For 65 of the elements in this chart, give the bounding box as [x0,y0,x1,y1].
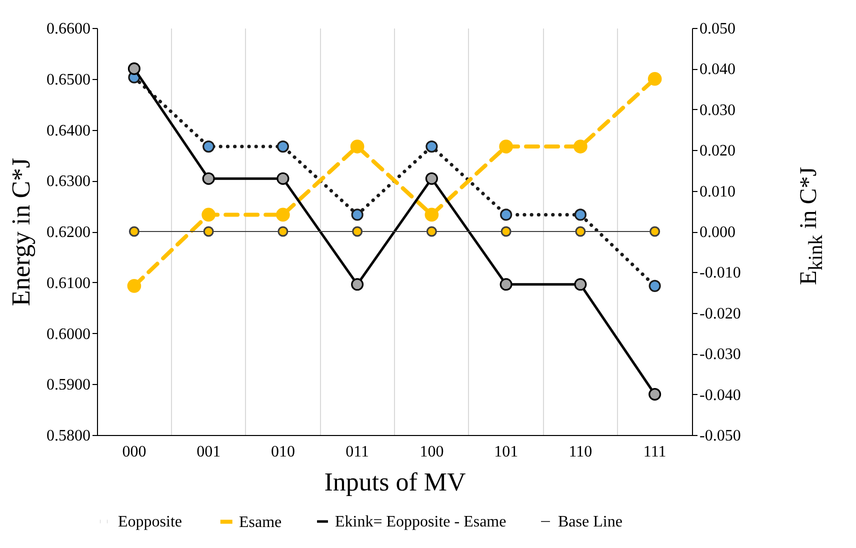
point [127,279,142,293]
point [574,278,587,291]
y-tick-label: 0.6400 [46,122,90,140]
y2-tick-label: 0.020 [700,142,736,160]
point [500,278,512,291]
point [574,208,586,221]
x-tick-label: 100 [420,444,444,460]
y2-tick-label: -0.020 [700,305,741,322]
point [278,226,288,237]
y-axis-title: Energy in C*J [6,158,36,306]
y-tick-label: 0.5900 [46,376,90,394]
point [128,62,140,75]
point [202,172,215,185]
point [500,226,512,237]
point [575,226,586,237]
x-tick-label: 010 [270,444,295,460]
y2-tick-label: 0.040 [700,61,736,78]
point [276,208,290,222]
y-tick-label: 0.5800 [46,428,90,444]
y2-tick-label: 0.050 [700,20,736,38]
x-tick-label: 110 [568,444,592,460]
point [276,140,289,153]
x-tick-label: 101 [494,444,518,460]
point [202,208,216,222]
y2-tick-label: 0.000 [700,224,736,241]
y2-tick-label: -0.030 [700,346,741,364]
x-axis-title: Inputs of MV [324,468,466,496]
point [648,388,662,401]
point [500,208,512,221]
x-tick-label: 111 [643,444,666,460]
point [426,226,437,237]
point [648,280,661,292]
point [202,140,215,153]
point [276,172,290,185]
legend-label: Ekink= Eopposite - Esame [335,514,506,530]
y-tick-label: 0.6100 [46,274,90,292]
legend-label: Base Line [558,514,622,530]
y2-tick-label: -0.010 [700,264,741,282]
point [203,226,214,237]
x-tick-label: 011 [346,444,370,460]
point [351,208,364,221]
legend-label: Eopposite [118,514,182,530]
y-tick-label: 0.6500 [46,71,90,88]
y2-tick-label: -0.050 [700,428,741,444]
y2-tick-label: -0.040 [700,386,741,404]
y-tick-label: 0.6600 [46,20,90,38]
point [424,208,439,222]
point [351,278,364,291]
point [574,140,588,154]
point [352,226,363,237]
point [350,140,364,154]
x-tick-label: 001 [196,444,221,460]
y-tick-label: 0.6000 [46,326,90,343]
point [648,72,662,86]
x-tick-label: 000 [122,444,146,460]
point [426,140,438,153]
point [650,226,660,237]
point [425,172,438,185]
point [128,226,140,237]
y2-tick-label: 0.010 [700,183,736,200]
y-tick-label: 0.6300 [46,173,90,190]
y2-tick-label: 0.030 [700,102,736,119]
y-tick-label: 0.6200 [46,224,90,241]
point [499,140,513,154]
legend-label: Esame [239,514,282,531]
